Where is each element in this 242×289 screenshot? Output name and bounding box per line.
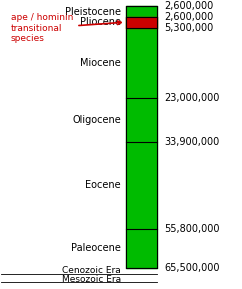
- Text: 2,600,000: 2,600,000: [164, 1, 213, 11]
- Text: Oligocene: Oligocene: [72, 115, 121, 125]
- Text: 55,800,000: 55,800,000: [164, 224, 219, 234]
- Text: Pleistocene: Pleistocene: [65, 7, 121, 16]
- Text: 2,600,000: 2,600,000: [164, 12, 213, 22]
- Text: Mesozoic Era: Mesozoic Era: [62, 275, 121, 284]
- Text: 5,300,000: 5,300,000: [164, 23, 213, 33]
- Text: Miocene: Miocene: [80, 58, 121, 68]
- Bar: [126, 6, 157, 268]
- Text: Cenozoic Era: Cenozoic Era: [62, 266, 121, 275]
- Text: 33,900,000: 33,900,000: [164, 137, 219, 147]
- Bar: [126, 6, 157, 268]
- Text: 65,500,000: 65,500,000: [164, 263, 219, 273]
- Text: ape / hominin
transitional
species: ape / hominin transitional species: [11, 13, 121, 43]
- Text: Paleocene: Paleocene: [71, 243, 121, 253]
- Text: 23,000,000: 23,000,000: [164, 93, 219, 103]
- Bar: [126, 17, 157, 27]
- Text: Eocene: Eocene: [85, 180, 121, 190]
- Text: Pliocene: Pliocene: [80, 17, 121, 27]
